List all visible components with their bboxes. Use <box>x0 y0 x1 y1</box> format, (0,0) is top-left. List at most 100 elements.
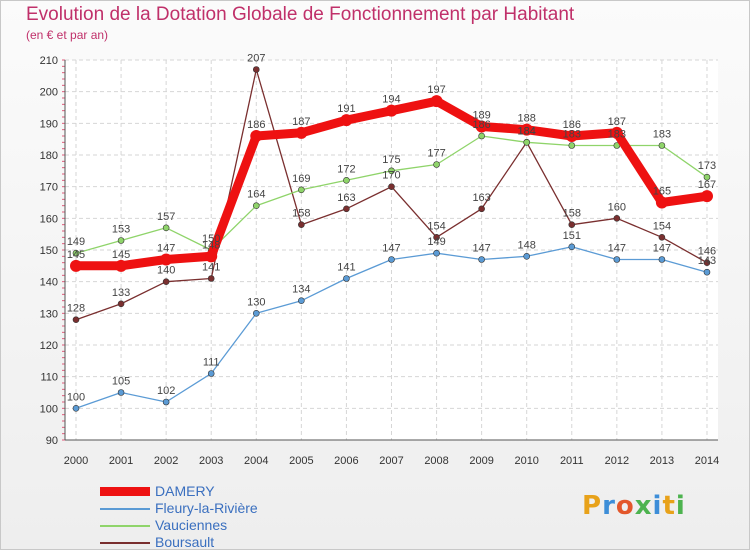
data-point-vauciennes <box>252 202 260 209</box>
data-label-damery: 191 <box>337 103 355 115</box>
data-label-boursault: 133 <box>112 287 130 299</box>
data-point-vauciennes <box>298 186 305 194</box>
data-label-boursault: 158 <box>292 208 310 220</box>
data-label-boursault: 140 <box>157 265 175 277</box>
data-point-boursault <box>207 275 215 282</box>
x-tick-label: 2010 <box>514 455 538 467</box>
x-tick-label: 2002 <box>154 455 178 467</box>
y-tick-label: 140 <box>40 277 58 289</box>
data-point-fleury-la-riviere <box>298 297 305 304</box>
y-tick-label: 150 <box>40 245 58 257</box>
data-label-fleury-la-riviere: 147 <box>382 243 400 255</box>
data-point-fleury-la-riviere <box>207 370 215 377</box>
data-label-boursault: 163 <box>337 192 355 204</box>
x-tick-label: 2001 <box>109 455 133 467</box>
x-tick-label: 2009 <box>469 455 493 467</box>
data-label-damery: 189 <box>472 110 490 122</box>
data-point-fleury-la-riviere <box>658 256 666 263</box>
logo-letter: o <box>615 491 635 521</box>
data-point-boursault <box>478 205 485 213</box>
logo-letter: t <box>662 491 676 521</box>
data-label-vauciennes: 173 <box>698 160 716 172</box>
data-label-vauciennes: 183 <box>653 129 671 141</box>
data-point-fleury-la-riviere <box>343 275 350 282</box>
legend-swatch-boursault <box>100 542 150 544</box>
data-label-damery: 145 <box>67 249 85 261</box>
data-point-fleury-la-riviere <box>523 253 531 260</box>
data-point-damery <box>700 190 713 203</box>
data-point-damery <box>205 250 218 263</box>
legend-label-boursault: Boursault <box>155 534 215 550</box>
data-point-damery <box>565 130 578 142</box>
data-point-boursault <box>433 234 440 241</box>
data-point-boursault <box>613 215 621 222</box>
data-point-vauciennes <box>433 161 440 168</box>
data-point-damery <box>385 104 398 117</box>
data-point-boursault <box>658 234 666 241</box>
y-tick-label: 190 <box>40 118 58 130</box>
data-point-fleury-la-riviere <box>162 398 170 406</box>
y-tick-label: 170 <box>40 182 58 194</box>
data-point-damery <box>430 95 443 108</box>
data-label-boursault: 160 <box>608 201 626 213</box>
data-point-vauciennes <box>568 142 576 149</box>
legend-swatch-vauciennes <box>100 525 150 527</box>
data-point-fleury-la-riviere <box>478 256 485 263</box>
data-label-damery: 188 <box>518 113 536 125</box>
y-tick-label: 100 <box>40 403 58 415</box>
chart-subtitle: (en € et par an) <box>26 28 109 42</box>
y-tick-label: 120 <box>40 340 58 352</box>
data-label-fleury-la-riviere: 148 <box>518 239 536 251</box>
data-point-boursault <box>162 278 170 285</box>
legend-swatch-fleury <box>100 508 150 510</box>
data-point-vauciennes <box>117 237 125 244</box>
data-label-vauciennes: 149 <box>67 236 85 248</box>
logo-letter: x <box>634 491 653 521</box>
data-label-fleury-la-riviere: 130 <box>247 296 265 308</box>
data-point-fleury-la-riviere <box>72 405 80 412</box>
data-label-vauciennes: 157 <box>157 211 175 223</box>
data-label-fleury-la-riviere: 147 <box>608 243 626 255</box>
data-label-vauciennes: 183 <box>608 129 626 141</box>
data-point-fleury-la-riviere <box>703 268 711 276</box>
legend-label-fleury: Fleury-la-Rivière <box>155 500 258 516</box>
data-label-vauciennes: 183 <box>563 129 581 141</box>
data-label-boursault: 184 <box>518 125 536 137</box>
data-point-boursault <box>72 316 80 323</box>
data-label-vauciennes: 175 <box>382 154 400 166</box>
chart-title: Evolution de la Dotation Globale de Fonc… <box>26 4 575 25</box>
data-label-damery: 167 <box>698 179 716 191</box>
data-point-damery <box>160 253 173 266</box>
data-label-boursault: 154 <box>427 220 445 232</box>
x-tick-label: 2007 <box>379 455 403 467</box>
y-tick-label: 210 <box>40 55 58 67</box>
data-point-fleury-la-riviere <box>613 256 621 263</box>
data-label-fleury-la-riviere: 149 <box>427 236 445 248</box>
data-label-damery: 186 <box>563 119 581 131</box>
x-tick-label: 2013 <box>650 455 674 467</box>
data-point-damery <box>655 196 668 209</box>
data-label-fleury-la-riviere: 151 <box>563 230 581 242</box>
data-point-boursault <box>117 300 125 308</box>
data-label-boursault: 158 <box>563 208 581 220</box>
data-point-boursault <box>568 221 576 228</box>
data-label-vauciennes: 150 <box>202 233 220 245</box>
data-point-fleury-la-riviere <box>568 243 576 251</box>
legend-swatch-damery <box>100 487 150 496</box>
y-tick-label: 160 <box>40 213 58 225</box>
y-tick-label: 180 <box>40 150 58 162</box>
data-label-damery: 186 <box>247 119 265 131</box>
x-tick-label: 2012 <box>605 455 629 467</box>
data-point-damery <box>520 123 533 136</box>
data-label-damery: 194 <box>382 94 400 106</box>
data-label-fleury-la-riviere: 147 <box>653 243 671 255</box>
x-tick-label: 2000 <box>64 455 88 467</box>
data-point-fleury-la-riviere <box>117 389 125 396</box>
data-point-damery <box>250 130 263 142</box>
data-point-boursault <box>252 66 260 73</box>
data-label-vauciennes: 153 <box>112 224 130 236</box>
data-label-boursault: 163 <box>472 192 490 204</box>
logo-letter: i <box>652 491 663 521</box>
data-point-vauciennes <box>478 132 485 140</box>
data-label-vauciennes: 186 <box>472 119 490 131</box>
